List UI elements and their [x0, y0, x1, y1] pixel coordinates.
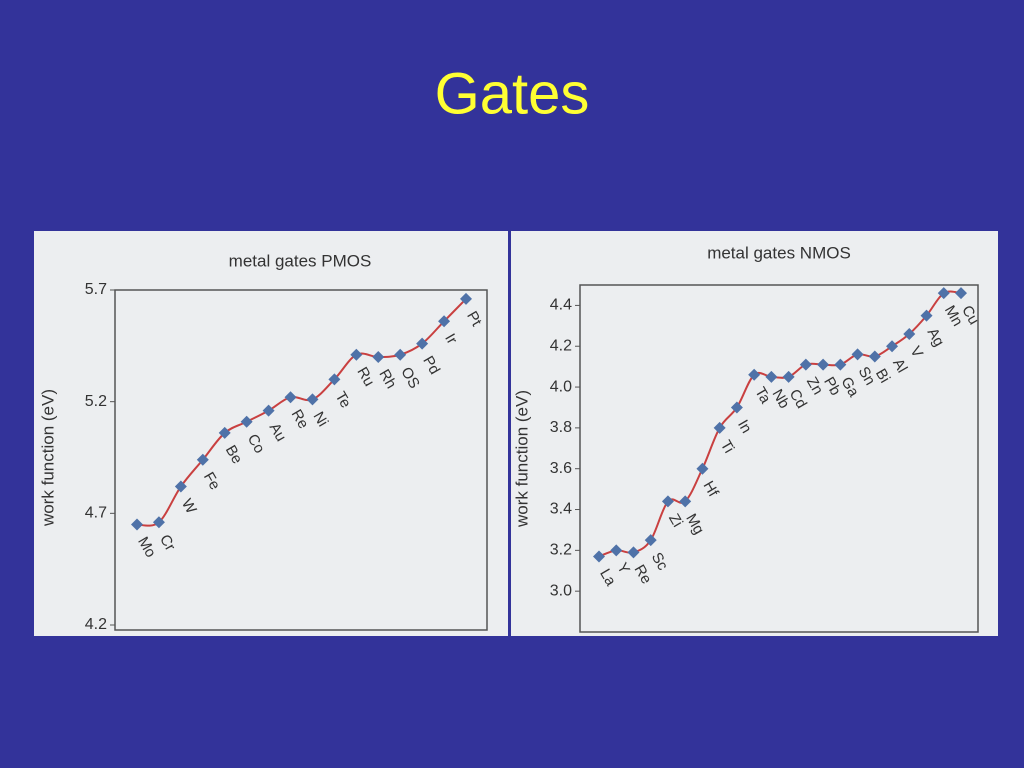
data-point — [834, 358, 847, 371]
y-axis-label: work function (eV) — [38, 389, 57, 527]
data-point — [903, 327, 916, 340]
data-point — [817, 358, 830, 371]
data-point — [306, 393, 319, 406]
data-point — [886, 340, 899, 353]
data-point — [196, 453, 209, 466]
fit-curve — [598, 290, 962, 558]
y-tick-label: 3.2 — [550, 542, 572, 559]
data-point — [174, 480, 187, 493]
data-point — [920, 309, 933, 322]
category-label: Ag — [924, 325, 948, 349]
chart-title: metal gates NMOS — [707, 243, 851, 262]
category-label: Au — [266, 420, 290, 444]
y-tick-label: 3.6 — [550, 460, 572, 477]
y-tick-label: 4.2 — [85, 616, 107, 633]
category-label: Pb — [820, 374, 844, 398]
category-label: Be — [222, 442, 246, 466]
category-label: Cr — [156, 532, 179, 554]
y-tick-label: 4.7 — [85, 505, 107, 522]
y-tick-label: 4.4 — [550, 297, 572, 314]
data-point — [955, 287, 967, 300]
data-point — [851, 348, 864, 361]
panel — [34, 231, 508, 636]
data-point — [152, 516, 165, 529]
y-tick-label: 3.0 — [550, 582, 572, 599]
data-point — [262, 404, 275, 417]
plot-frame — [579, 284, 979, 633]
data-point — [350, 348, 363, 361]
data-point — [661, 495, 674, 508]
category-label: Te — [331, 389, 354, 411]
data-point — [696, 462, 709, 475]
y-tick-label: 5.2 — [85, 393, 107, 410]
plot-frame — [114, 289, 488, 631]
data-point — [610, 544, 623, 557]
data-point — [394, 348, 407, 361]
data-point — [627, 546, 640, 559]
data-point — [438, 315, 451, 328]
category-label: La — [596, 566, 619, 590]
data-point — [593, 550, 605, 563]
data-point — [131, 518, 143, 531]
y-tick-label: 3.4 — [550, 501, 572, 518]
y-axis-label: work function (eV) — [512, 390, 531, 528]
category-label: Fe — [200, 469, 223, 493]
data-point — [284, 391, 297, 404]
data-point — [240, 415, 253, 428]
panel — [511, 231, 998, 636]
data-point — [937, 287, 950, 300]
y-tick-label: 4.0 — [550, 378, 572, 395]
data-point — [679, 495, 692, 508]
data-point — [730, 401, 743, 414]
data-point — [460, 292, 472, 305]
data-point — [868, 350, 881, 363]
data-point — [416, 337, 429, 350]
data-point — [782, 370, 795, 383]
y-tick-label: 4.2 — [550, 337, 572, 354]
data-point — [713, 421, 726, 434]
data-point — [765, 370, 778, 383]
y-tick-label: 3.8 — [550, 419, 572, 436]
category-label: Pd — [419, 353, 443, 377]
data-point — [644, 534, 657, 547]
category-label: Zn — [803, 374, 826, 398]
category-label: Sn — [855, 364, 879, 388]
fit-curve — [136, 298, 467, 527]
chart-title: metal gates PMOS — [229, 251, 372, 270]
data-point — [328, 373, 341, 386]
y-tick-label: 5.7 — [85, 281, 107, 298]
data-point — [748, 368, 761, 381]
data-point — [372, 351, 385, 363]
data-point — [218, 426, 231, 439]
category-label: Sc — [648, 550, 672, 574]
data-point — [799, 358, 812, 371]
slide-title: Gates — [435, 61, 590, 126]
